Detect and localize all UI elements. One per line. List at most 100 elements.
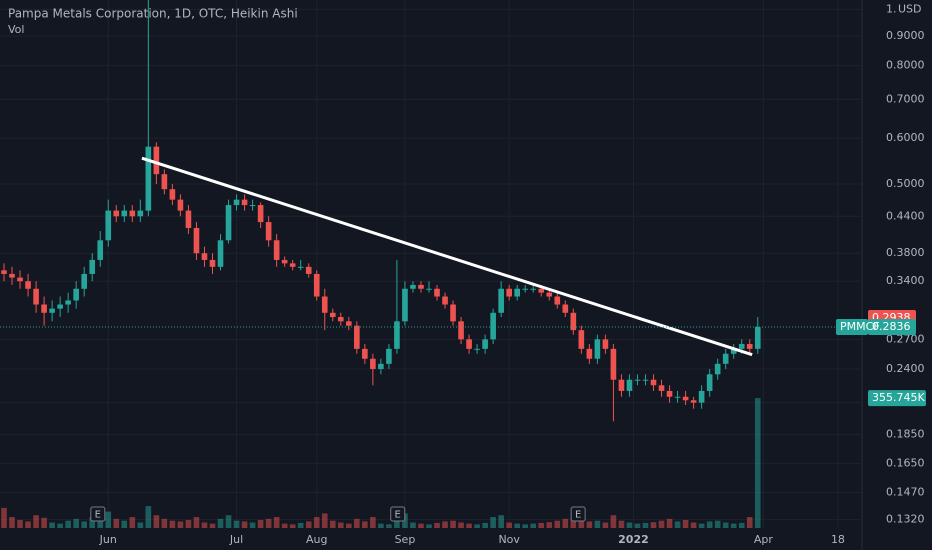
symbol-tag-box	[836, 318, 868, 335]
volume-bar	[730, 523, 737, 528]
candle-body	[265, 222, 272, 241]
volume-bar	[177, 521, 184, 528]
candle-body	[578, 330, 585, 349]
candle-body	[193, 227, 200, 254]
volume-bar	[474, 524, 480, 528]
volume-bar	[241, 521, 248, 528]
y-tick-label: 0.1850	[886, 428, 925, 441]
currency-label: USD	[898, 2, 922, 15]
candle-body	[706, 374, 713, 391]
candle-body	[482, 339, 488, 349]
volume-bar	[610, 515, 617, 528]
x-tick-label: Nov	[498, 533, 520, 546]
volume-bar	[538, 522, 545, 528]
candle-body	[281, 259, 288, 264]
candle-body	[177, 199, 184, 211]
volume-bar	[273, 517, 280, 528]
candle-body	[642, 379, 649, 381]
volume-bar	[113, 518, 120, 528]
volume-bar	[442, 521, 448, 528]
candle-body	[169, 189, 176, 200]
volume-bar	[49, 522, 55, 528]
volume-bar	[498, 515, 504, 528]
volume-bar	[25, 521, 31, 528]
volume-bar	[658, 520, 665, 528]
candle-body	[474, 348, 480, 350]
volume-bar	[370, 517, 376, 528]
volume-bar	[514, 523, 521, 528]
y-tick-label: 0.6000	[886, 131, 925, 144]
candle-body	[362, 348, 368, 359]
candle-body	[17, 277, 23, 282]
candle-body	[546, 292, 553, 297]
volume-bar	[746, 517, 753, 528]
candle-body	[514, 288, 521, 297]
event-marker	[390, 506, 406, 522]
volume-bar	[706, 521, 713, 528]
candle-body	[337, 317, 344, 322]
candle-body	[97, 240, 104, 260]
volume-bar	[73, 518, 79, 528]
candle-body	[450, 304, 456, 322]
volume-bar	[690, 522, 697, 528]
y-tick-label: 0.4400	[886, 209, 925, 222]
volume-bar	[602, 522, 609, 528]
y-tick-label: 0.1320	[886, 513, 925, 526]
volume-bar	[626, 522, 633, 528]
candle-body	[458, 321, 464, 340]
volume-bar	[161, 518, 168, 528]
candle-body	[434, 288, 440, 297]
candle-body	[738, 344, 745, 349]
x-tick-label: Aug	[306, 533, 327, 546]
candle-body	[33, 288, 39, 305]
volume-bar	[378, 523, 384, 528]
volume-bar	[562, 518, 569, 528]
volume-bar	[714, 520, 721, 528]
candle-body	[57, 304, 63, 309]
y-tick-label: 0.3800	[886, 246, 925, 259]
candle-body	[257, 205, 264, 223]
candle-body	[65, 300, 71, 305]
volume-bar	[426, 524, 432, 528]
candle-body	[25, 281, 31, 289]
volume-bar	[153, 515, 160, 528]
volume-bar	[642, 522, 649, 528]
volume-bar	[105, 511, 112, 528]
volume-bar	[57, 523, 63, 528]
volume-bar	[121, 520, 128, 528]
trendline	[141, 156, 753, 357]
volume-bar	[1, 507, 7, 528]
candle-body	[41, 304, 47, 313]
volume-bar	[418, 523, 424, 528]
candle-body	[113, 210, 120, 217]
symbol-tag: PMMCF	[840, 320, 880, 333]
candle-body	[466, 339, 472, 349]
y-tick-label: 0.2400	[886, 362, 925, 375]
candle-body	[490, 312, 496, 340]
candle-body	[89, 259, 96, 274]
candle-body	[161, 174, 168, 190]
chart-title: Pampa Metals Corporation, 1D, OTC, Heiki…	[8, 7, 298, 21]
y-tick-label: 0.1650	[886, 456, 925, 469]
candle-body	[634, 379, 641, 381]
volume-bar	[586, 521, 593, 528]
candle-body	[498, 288, 504, 313]
volume-bar	[650, 522, 657, 528]
candle-body	[602, 339, 609, 349]
candle-body	[153, 146, 160, 175]
candle-body	[217, 240, 224, 267]
candle-body	[185, 210, 192, 228]
candle-body	[346, 321, 352, 326]
volume-bar	[145, 506, 152, 528]
candle-body	[530, 288, 537, 290]
candle-body	[378, 363, 384, 370]
event-label: E	[395, 510, 401, 521]
candle-body	[538, 288, 545, 293]
candle-body	[225, 205, 232, 241]
candle-body	[297, 266, 304, 268]
candle-body	[313, 273, 320, 297]
event-marker	[570, 506, 586, 522]
volume-bar	[281, 523, 288, 528]
candle-body	[522, 288, 529, 290]
